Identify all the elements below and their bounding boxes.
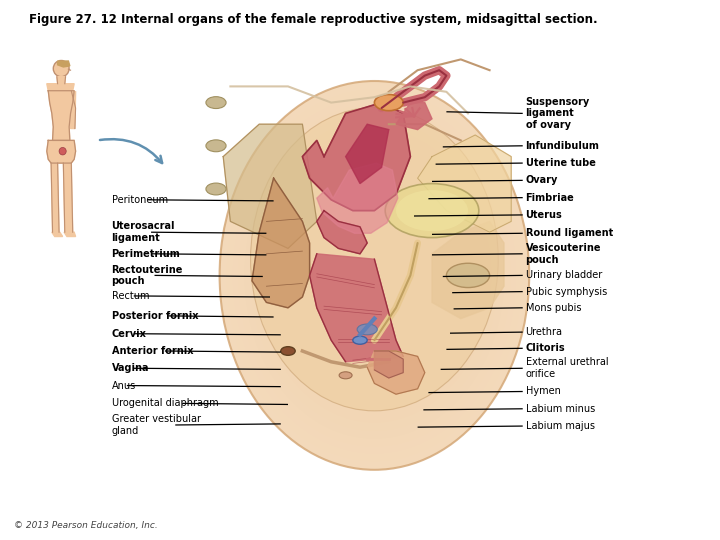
FancyArrowPatch shape bbox=[100, 139, 162, 163]
Text: Uterus: Uterus bbox=[526, 210, 562, 220]
Ellipse shape bbox=[251, 120, 498, 431]
Text: Hymen: Hymen bbox=[526, 387, 560, 396]
Text: Pubic symphysis: Pubic symphysis bbox=[526, 287, 607, 296]
Text: Vesicouterine
pouch: Vesicouterine pouch bbox=[526, 243, 601, 265]
Text: © 2013 Pearson Education, Inc.: © 2013 Pearson Education, Inc. bbox=[14, 521, 158, 530]
Ellipse shape bbox=[226, 89, 523, 462]
Polygon shape bbox=[396, 103, 432, 130]
Polygon shape bbox=[367, 351, 425, 394]
Polygon shape bbox=[47, 140, 76, 163]
Ellipse shape bbox=[206, 183, 226, 195]
Text: Greater vestibular
gland: Greater vestibular gland bbox=[112, 414, 201, 436]
Ellipse shape bbox=[59, 147, 66, 155]
Text: Figure 27. 12 Internal organs of the female reproductive system, midsagittal sec: Figure 27. 12 Internal organs of the fem… bbox=[29, 14, 598, 26]
Text: Round ligament: Round ligament bbox=[526, 228, 613, 238]
Text: Anus: Anus bbox=[112, 381, 136, 390]
Polygon shape bbox=[418, 135, 511, 232]
Text: Mons pubis: Mons pubis bbox=[526, 303, 581, 313]
Ellipse shape bbox=[206, 140, 226, 152]
Ellipse shape bbox=[385, 184, 479, 238]
Text: Rectum: Rectum bbox=[112, 291, 149, 301]
Text: Perimetrium: Perimetrium bbox=[112, 249, 180, 259]
Polygon shape bbox=[57, 77, 66, 84]
Text: Labium majus: Labium majus bbox=[526, 421, 595, 431]
Polygon shape bbox=[63, 163, 73, 232]
Polygon shape bbox=[432, 221, 504, 319]
Text: Ovary: Ovary bbox=[526, 176, 558, 185]
Ellipse shape bbox=[53, 60, 69, 77]
Polygon shape bbox=[52, 232, 63, 237]
Text: Cervix: Cervix bbox=[112, 329, 146, 339]
Text: Anterior fornix: Anterior fornix bbox=[112, 346, 193, 356]
Polygon shape bbox=[47, 84, 74, 91]
Text: Labium minus: Labium minus bbox=[526, 404, 595, 414]
Ellipse shape bbox=[238, 104, 510, 447]
Text: Peritoneum: Peritoneum bbox=[112, 195, 168, 205]
Ellipse shape bbox=[232, 97, 517, 454]
Text: Urogenital diaphragm: Urogenital diaphragm bbox=[112, 399, 218, 408]
Ellipse shape bbox=[220, 81, 529, 470]
Polygon shape bbox=[374, 351, 403, 378]
Polygon shape bbox=[346, 124, 389, 184]
Polygon shape bbox=[317, 211, 367, 254]
Polygon shape bbox=[71, 91, 76, 129]
Text: Uterine tube: Uterine tube bbox=[526, 158, 595, 168]
Ellipse shape bbox=[206, 97, 226, 109]
Polygon shape bbox=[252, 178, 310, 308]
Polygon shape bbox=[302, 103, 410, 211]
Text: Suspensory
ligament
of ovary: Suspensory ligament of ovary bbox=[526, 97, 590, 130]
Text: Urethra: Urethra bbox=[526, 327, 562, 337]
Ellipse shape bbox=[339, 372, 352, 379]
Ellipse shape bbox=[357, 324, 377, 335]
Ellipse shape bbox=[353, 336, 367, 345]
Ellipse shape bbox=[374, 94, 403, 111]
Text: Posterior fornix: Posterior fornix bbox=[112, 311, 198, 321]
Text: Fimbriae: Fimbriae bbox=[526, 193, 575, 202]
Text: Uterosacral
ligament: Uterosacral ligament bbox=[112, 221, 175, 243]
Polygon shape bbox=[58, 61, 70, 67]
Polygon shape bbox=[48, 91, 74, 140]
Ellipse shape bbox=[281, 347, 295, 355]
Text: External urethral
orifice: External urethral orifice bbox=[526, 357, 608, 379]
Polygon shape bbox=[64, 232, 76, 237]
Ellipse shape bbox=[446, 263, 490, 287]
Ellipse shape bbox=[251, 107, 498, 411]
Ellipse shape bbox=[263, 136, 486, 415]
Polygon shape bbox=[223, 124, 317, 248]
Ellipse shape bbox=[396, 190, 468, 231]
Text: Clitoris: Clitoris bbox=[526, 343, 565, 353]
Ellipse shape bbox=[220, 81, 529, 470]
Ellipse shape bbox=[244, 112, 505, 438]
Text: Urinary bladder: Urinary bladder bbox=[526, 271, 602, 280]
Polygon shape bbox=[310, 254, 403, 362]
Text: Infundibulum: Infundibulum bbox=[526, 141, 600, 151]
Polygon shape bbox=[51, 163, 59, 232]
Text: Vagina: Vagina bbox=[112, 363, 149, 373]
Ellipse shape bbox=[257, 127, 492, 423]
Text: Rectouterine
pouch: Rectouterine pouch bbox=[112, 265, 183, 286]
Polygon shape bbox=[317, 163, 397, 233]
